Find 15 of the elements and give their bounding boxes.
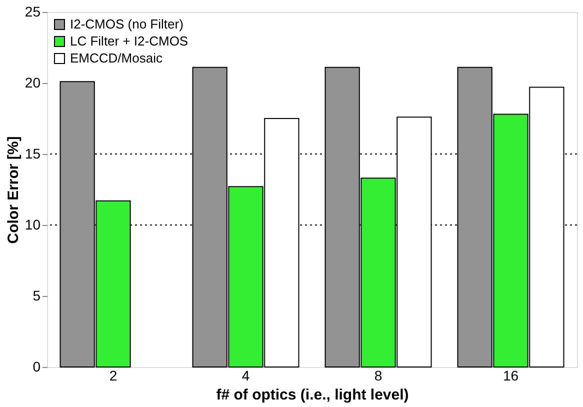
legend-label: I2-CMOS (no Filter) <box>70 16 184 32</box>
y-tick-label: 15 <box>24 146 41 162</box>
x-tick-label: 2 <box>109 368 118 384</box>
y-tick-label: 10 <box>24 216 41 232</box>
x-tick-label: 16 <box>502 368 519 384</box>
y-axis-title: Color Error [%] <box>4 136 22 244</box>
legend-label: LC Filter + I2-CMOS <box>70 34 188 48</box>
legend-label: EMCCD/Mosaic <box>70 50 163 66</box>
x-tick-label: 8 <box>374 368 382 384</box>
y-tick-label: 25 <box>24 4 41 20</box>
x-axis-title: f# of optics (i.e., light level) <box>216 386 409 404</box>
y-tick-label: 20 <box>24 74 41 90</box>
y-tick-label: 0 <box>32 358 41 374</box>
x-tick-label: 4 <box>242 368 250 384</box>
y-tick-label: 5 <box>32 288 41 304</box>
